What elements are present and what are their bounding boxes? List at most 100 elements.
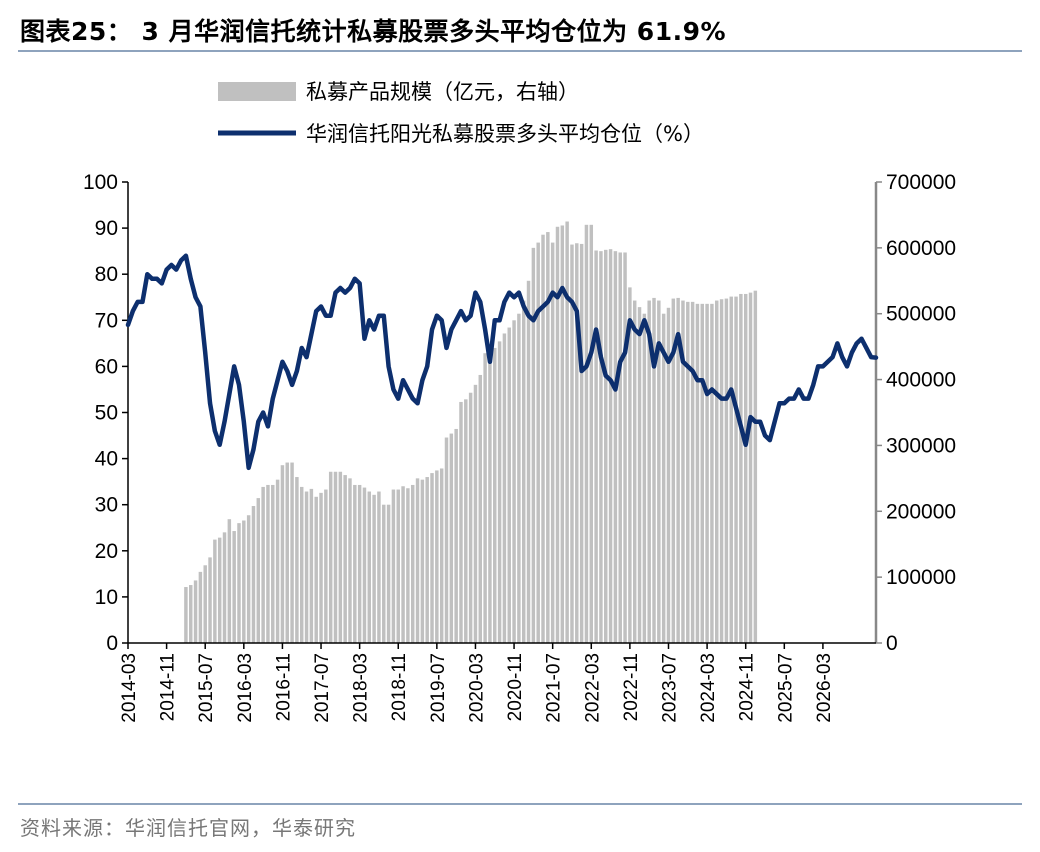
bar [444,437,449,643]
bar [343,475,347,643]
bar [275,479,280,643]
bar [280,465,285,643]
bar [604,249,608,643]
bar [266,484,270,643]
bar [324,489,328,643]
bar [724,298,729,643]
y-left-tick-label: 10 [95,586,118,609]
bar [189,585,193,643]
bar [560,225,565,643]
source-divider [18,803,1022,805]
bar [251,506,256,643]
bar [541,234,545,643]
bar [391,489,396,643]
bar [661,313,666,643]
bar [608,249,613,644]
bar [493,347,497,643]
bar [570,244,574,643]
bar [232,531,236,643]
y-left-tick-label: 40 [95,448,118,471]
bar [227,519,232,643]
y-right-tick-label: 0 [886,632,898,655]
bar [473,384,478,643]
bar [743,293,748,643]
x-tick-label: 2021-07 [544,653,565,723]
x-tick-label: 2015-07 [196,653,217,723]
x-tick-label: 2018-11 [389,653,410,721]
bar [584,224,589,643]
bar [295,477,299,643]
bar-series [184,221,758,644]
x-tick-label: 2025-07 [775,653,796,723]
x-tick-label: 2024-03 [698,653,719,723]
line-series-group [125,253,879,471]
bar [521,300,526,643]
bar [575,243,579,643]
x-tick-label: 2024-11 [737,653,758,721]
bar [478,374,483,643]
bar [217,537,222,643]
bar [396,489,400,643]
bar [309,488,314,643]
bar [502,333,507,643]
x-tick-label: 2020-11 [505,653,526,721]
bar [406,488,410,643]
bar [290,462,294,643]
bar [430,473,434,643]
y-left-tick-label: 20 [95,540,118,563]
bar [729,296,733,643]
line-series [125,253,879,471]
source-note: 资料来源：华润信托官网，华泰研究 [20,816,356,840]
x-tick-label: 2016-11 [273,653,294,721]
bar [734,296,738,643]
bar [599,251,603,643]
bar [594,250,598,644]
bar [285,462,289,643]
bar [222,532,227,643]
bar [237,523,241,643]
x-tick-label: 2022-03 [582,653,603,723]
y-left-tick-label: 80 [95,263,118,286]
bar [319,492,323,643]
bar [676,297,680,643]
bar [348,478,352,643]
bar [377,491,381,643]
bar [512,320,516,643]
y-right-tick-label: 400000 [886,369,956,392]
y-left-tick-label: 30 [95,494,118,517]
bar [488,354,492,643]
bar [628,287,632,643]
axes: 0 10 20 30 40 50 60 70 80 90 100 0 100000 200000 30000… [83,171,956,723]
bar [435,470,439,643]
bar [439,468,444,643]
legend-swatch-bar [218,82,296,101]
bar [686,301,690,643]
bar [719,299,724,643]
legend-label-bar: 私募产品规模（亿元，右轴） [306,80,579,104]
x-tick-label: 2017-07 [312,653,333,723]
bar [671,298,676,643]
title-divider [18,50,1022,52]
bar [338,471,343,643]
y-right-tick-label: 600000 [886,237,956,260]
bar [256,498,261,643]
bar [632,300,637,643]
bar [715,300,719,643]
bar [705,303,709,643]
bar [459,401,463,643]
bar [386,504,391,643]
bar [468,392,473,643]
bar [657,300,661,643]
bar [666,307,671,643]
bar [753,290,758,643]
bar [454,428,458,643]
bar [246,515,251,643]
bar [623,252,627,643]
y-right-tick-label: 100000 [886,566,956,589]
bar [710,303,714,643]
x-tick-label: 2019-07 [428,653,449,723]
bar [536,242,540,643]
bar [367,491,372,643]
y-left-tick-label: 100 [83,171,118,194]
